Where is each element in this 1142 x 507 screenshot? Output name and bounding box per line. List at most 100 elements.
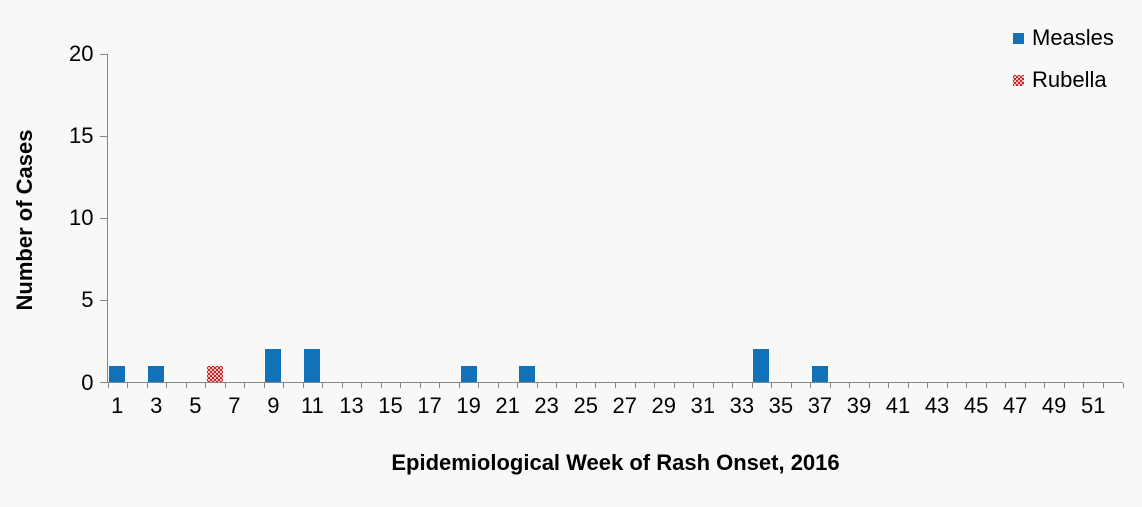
y-tick-label: 0 (81, 369, 94, 395)
x-tick (634, 383, 636, 388)
x-tick (1102, 383, 1104, 388)
x-tick (771, 383, 773, 388)
x-tick (575, 383, 577, 388)
x-tick (146, 383, 148, 388)
x-tick (615, 383, 616, 388)
x-tick-label: 31 (690, 393, 716, 418)
x-tick (1024, 383, 1026, 388)
x-tick (966, 383, 968, 388)
x-tick (458, 383, 460, 388)
x-tick (341, 383, 343, 388)
x-tick (244, 383, 246, 388)
x-tick (302, 383, 304, 388)
measles-bar (519, 365, 536, 382)
x-tick (1005, 383, 1007, 388)
x-tick (907, 383, 909, 388)
x-tick (693, 383, 695, 388)
x-tick (790, 383, 792, 388)
x-tick-label: 45 (963, 393, 989, 418)
x-tick-label: 35 (768, 393, 794, 418)
x-tick (849, 383, 851, 388)
x-tick (439, 383, 441, 388)
measles-bar (304, 349, 321, 382)
x-tick (985, 383, 987, 388)
x-tick (283, 383, 285, 388)
rubella-legend-swatch-icon (1013, 74, 1024, 86)
y-tick (100, 299, 107, 301)
x-tick (517, 383, 519, 388)
x-tick-label: 13 (339, 393, 364, 418)
y-tick (100, 135, 107, 137)
measles-legend-swatch-icon (1013, 32, 1024, 44)
x-tick-label: 47 (1002, 393, 1028, 418)
x-tick-label: 11 (301, 393, 324, 418)
x-axis-line (107, 382, 1123, 383)
y-tick (100, 382, 107, 383)
x-tick-label: 23 (534, 393, 559, 418)
x-tick (361, 383, 363, 388)
legend-item-measles: Measles (1013, 27, 1114, 49)
x-tick (888, 383, 890, 388)
x-tick (868, 383, 870, 388)
measles-bar (811, 365, 828, 382)
x-tick (107, 383, 109, 388)
x-tick-label: 25 (573, 393, 598, 418)
x-tick (419, 383, 421, 388)
x-tick-label: 9 (267, 393, 280, 418)
x-tick-label: 17 (417, 393, 442, 418)
x-tick (263, 383, 265, 388)
x-tick (556, 383, 558, 388)
x-tick-label: 19 (456, 393, 481, 418)
measles-bar (148, 365, 165, 382)
x-tick (1083, 383, 1085, 388)
x-tick-label: 33 (729, 393, 755, 418)
x-tick-label: 39 (846, 393, 872, 418)
legend-item-rubella: Rubella (1013, 69, 1114, 91)
y-tick-label: 10 (69, 205, 94, 231)
x-tick (400, 383, 402, 388)
x-tick-label: 37 (807, 393, 833, 418)
x-tick (185, 383, 187, 388)
x-tick (927, 383, 929, 388)
y-tick-label: 20 (69, 41, 94, 66)
x-tick-label: 1 (111, 393, 124, 418)
y-axis-title: Number of Cases (12, 129, 37, 311)
x-tick (497, 383, 499, 388)
x-tick-label: 29 (651, 393, 677, 418)
x-tick (380, 383, 382, 388)
x-tick (322, 383, 324, 388)
legend: Measles Rubella (1013, 27, 1114, 111)
x-tick (127, 383, 129, 388)
x-tick (673, 383, 675, 388)
y-tick-label: 5 (81, 287, 94, 313)
y-axis-line (107, 53, 108, 382)
x-tick-label: 15 (378, 393, 403, 418)
x-tick (478, 383, 480, 388)
legend-label-rubella: Rubella (1032, 67, 1107, 92)
y-tick-label: 15 (69, 123, 94, 149)
x-tick (751, 383, 753, 388)
x-tick (1122, 383, 1124, 388)
measles-bar (460, 365, 477, 382)
x-tick (712, 383, 714, 388)
y-tick (100, 53, 107, 55)
x-tick (1063, 383, 1065, 388)
measles-bar (109, 365, 126, 382)
x-tick (166, 383, 168, 388)
x-tick-label: 27 (612, 393, 637, 418)
x-tick-label: 21 (495, 393, 520, 418)
measles-bar (753, 349, 770, 382)
rubella-bar (206, 365, 223, 382)
measles-bar (265, 349, 282, 382)
x-tick (732, 383, 734, 388)
y-tick (100, 217, 107, 219)
x-tick-label: 51 (1080, 393, 1106, 418)
x-tick-label: 7 (228, 393, 241, 418)
x-axis-title: Epidemiological Week of Rash Onset, 2016 (391, 450, 840, 475)
x-tick (595, 383, 597, 388)
legend-label-measles: Measles (1032, 25, 1114, 50)
x-tick (654, 383, 656, 388)
x-tick (224, 383, 226, 388)
x-tick (1044, 383, 1046, 388)
